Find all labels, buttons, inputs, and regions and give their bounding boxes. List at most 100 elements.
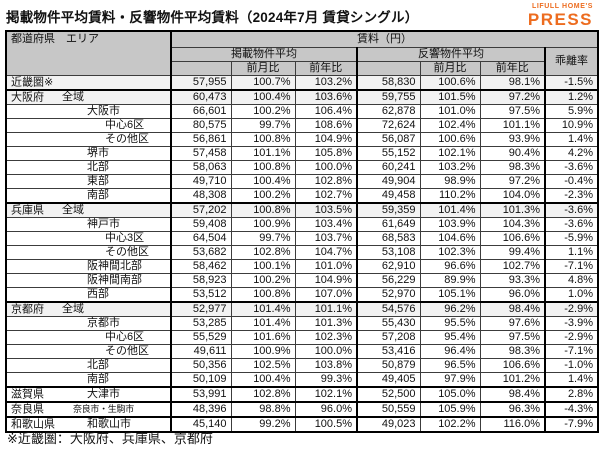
table-row: 京都府 全域 52,977 101.4% 101.1% 54,576 96.2%… (5, 301, 599, 317)
area-cell: 堺市 (5, 146, 172, 161)
divergence-value: 1.0% (543, 287, 599, 303)
table-row: 阪神間南部 58,923 100.2% 104.9% 56,229 89.9% … (5, 273, 599, 288)
table-row: 神戸市 59,408 100.9% 103.4% 61,649 103.9% 1… (5, 217, 599, 232)
response-yoy-value: 93.9% (479, 132, 546, 147)
header-listed-average-group: 掲載物件平均 (170, 47, 358, 62)
divergence-value: -5.9% (543, 231, 599, 246)
area-cell: その他区 (5, 245, 172, 260)
header-rent-yen-group: 賃料（円） (170, 30, 599, 48)
listed-yoy-value: 103.4% (294, 217, 358, 232)
divergence-value: -7.1% (543, 259, 599, 274)
response-yoy-value: 97.5% (479, 330, 546, 345)
area-label: 中心3区 (105, 232, 145, 244)
response-mom-value: 89.9% (419, 273, 481, 288)
area-cell: 京都市 (5, 316, 172, 331)
response-yoy-value: 104.0% (479, 188, 546, 204)
listed-mom-value: 99.7% (230, 231, 296, 246)
response-average-value: 62,878 (356, 104, 421, 119)
listed-yoy-value: 102.1% (294, 386, 358, 403)
listed-average-value: 53,991 (170, 386, 232, 403)
table-row: 北部 58,063 100.8% 100.0% 60,241 103.2% 98… (5, 160, 599, 175)
area-cell: 南部 (5, 188, 172, 204)
response-yoy-value: 104.3% (479, 217, 546, 232)
response-yoy-value: 96.3% (479, 401, 546, 418)
divergence-value: -7.1% (543, 344, 599, 359)
listed-mom-value: 101.4% (230, 316, 296, 331)
listed-yoy-value: 104.9% (294, 132, 358, 147)
listed-mom-value: 102.8% (230, 386, 296, 403)
area-cell: その他区 (5, 344, 172, 359)
divergence-value: -3.9% (543, 316, 599, 331)
table-row: 北部 50,356 102.5% 103.8% 50,879 96.5% 106… (5, 358, 599, 373)
response-yoy-value: 97.2% (479, 174, 546, 189)
response-average-value: 49,023 (356, 416, 421, 433)
footnote: ※近畿圏：大阪府、兵庫県、京都府 (7, 431, 213, 446)
response-mom-value: 101.4% (419, 202, 481, 218)
area-cell: 近畿圏※ (5, 75, 172, 91)
response-mom-value: 100.6% (419, 75, 481, 91)
response-mom-value: 110.2% (419, 188, 481, 204)
area-label: 奈良市・生駒市 (73, 404, 134, 414)
response-mom-value: 96.4% (419, 344, 481, 359)
divergence-value: -3.6% (543, 217, 599, 232)
response-average-value: 62,910 (356, 259, 421, 274)
response-mom-value: 101.5% (419, 89, 481, 105)
response-mom-value: 104.6% (419, 231, 481, 246)
table-row: 滋賀県 大津市 53,991 102.8% 102.1% 52,500 105.… (5, 386, 599, 403)
response-average-value: 50,879 (356, 358, 421, 373)
divergence-value: -1.0% (543, 358, 599, 373)
listed-mom-value: 102.5% (230, 358, 296, 373)
area-label: 西部 (87, 288, 109, 300)
listed-average-value: 50,109 (170, 372, 232, 388)
listed-yoy-value: 107.0% (294, 287, 358, 303)
response-average-value: 55,430 (356, 316, 421, 331)
area-label: 南部 (87, 189, 109, 201)
area-cell: 大阪府 全域 (5, 89, 172, 105)
table-row: 大阪市 66,601 100.2% 106.4% 62,878 101.0% 9… (5, 104, 599, 119)
response-average-value: 56,087 (356, 132, 421, 147)
listed-average-value: 52,977 (170, 301, 232, 317)
area-label: その他区 (105, 345, 149, 357)
area-cell: 東部 (5, 174, 172, 189)
listed-yoy-value: 103.2% (294, 75, 358, 91)
area-cell: 南部 (5, 372, 172, 388)
listed-average-value: 48,396 (170, 401, 232, 418)
area-cell: 大阪市 (5, 104, 172, 119)
response-mom-value: 96.2% (419, 301, 481, 317)
area-label: 神戸市 (87, 218, 120, 230)
listed-yoy-value: 104.7% (294, 245, 358, 260)
listed-average-value: 58,063 (170, 160, 232, 175)
header-listed-yoy: 前年比 (294, 61, 358, 76)
listed-average-value: 58,462 (170, 259, 232, 274)
listed-yoy-value: 104.9% (294, 273, 358, 288)
response-average-value: 52,500 (356, 386, 421, 403)
header-listed-mom: 前月比 (230, 61, 296, 76)
listed-average-value: 48,308 (170, 188, 232, 204)
listed-yoy-value: 108.6% (294, 118, 358, 133)
area-label: 阪神間南部 (87, 274, 142, 286)
prefecture-label: 近畿圏※ (11, 76, 54, 88)
response-yoy-value: 98.3% (479, 344, 546, 359)
area-cell: 北部 (5, 358, 172, 373)
listed-mom-value: 100.8% (230, 287, 296, 303)
response-average-value: 49,405 (356, 372, 421, 388)
response-mom-value: 102.1% (419, 146, 481, 161)
listed-average-value: 53,285 (170, 316, 232, 331)
listed-yoy-value: 103.8% (294, 358, 358, 373)
response-yoy-value: 98.4% (479, 386, 546, 403)
area-label: 京都市 (87, 317, 120, 329)
listed-average-value: 50,356 (170, 358, 232, 373)
response-mom-value: 96.6% (419, 259, 481, 274)
table-body: 近畿圏※ 57,955 100.7% 103.2% 58,830 100.6% … (5, 75, 599, 433)
area-cell: その他区 (5, 132, 172, 147)
divergence-value: -3.6% (543, 160, 599, 175)
prefecture-label: 奈良県 (11, 403, 44, 415)
table-row: 南部 50,109 100.4% 99.3% 49,405 97.9% 101.… (5, 372, 599, 388)
divergence-value: -2.9% (543, 330, 599, 345)
listed-mom-value: 100.7% (230, 75, 296, 91)
listed-mom-value: 100.8% (230, 160, 296, 175)
header-prefecture-area: 都道府県 エリア (5, 30, 172, 76)
listed-mom-value: 98.8% (230, 401, 296, 418)
divergence-value: -3.6% (543, 202, 599, 218)
prefecture-label: 和歌山県 (11, 418, 55, 430)
